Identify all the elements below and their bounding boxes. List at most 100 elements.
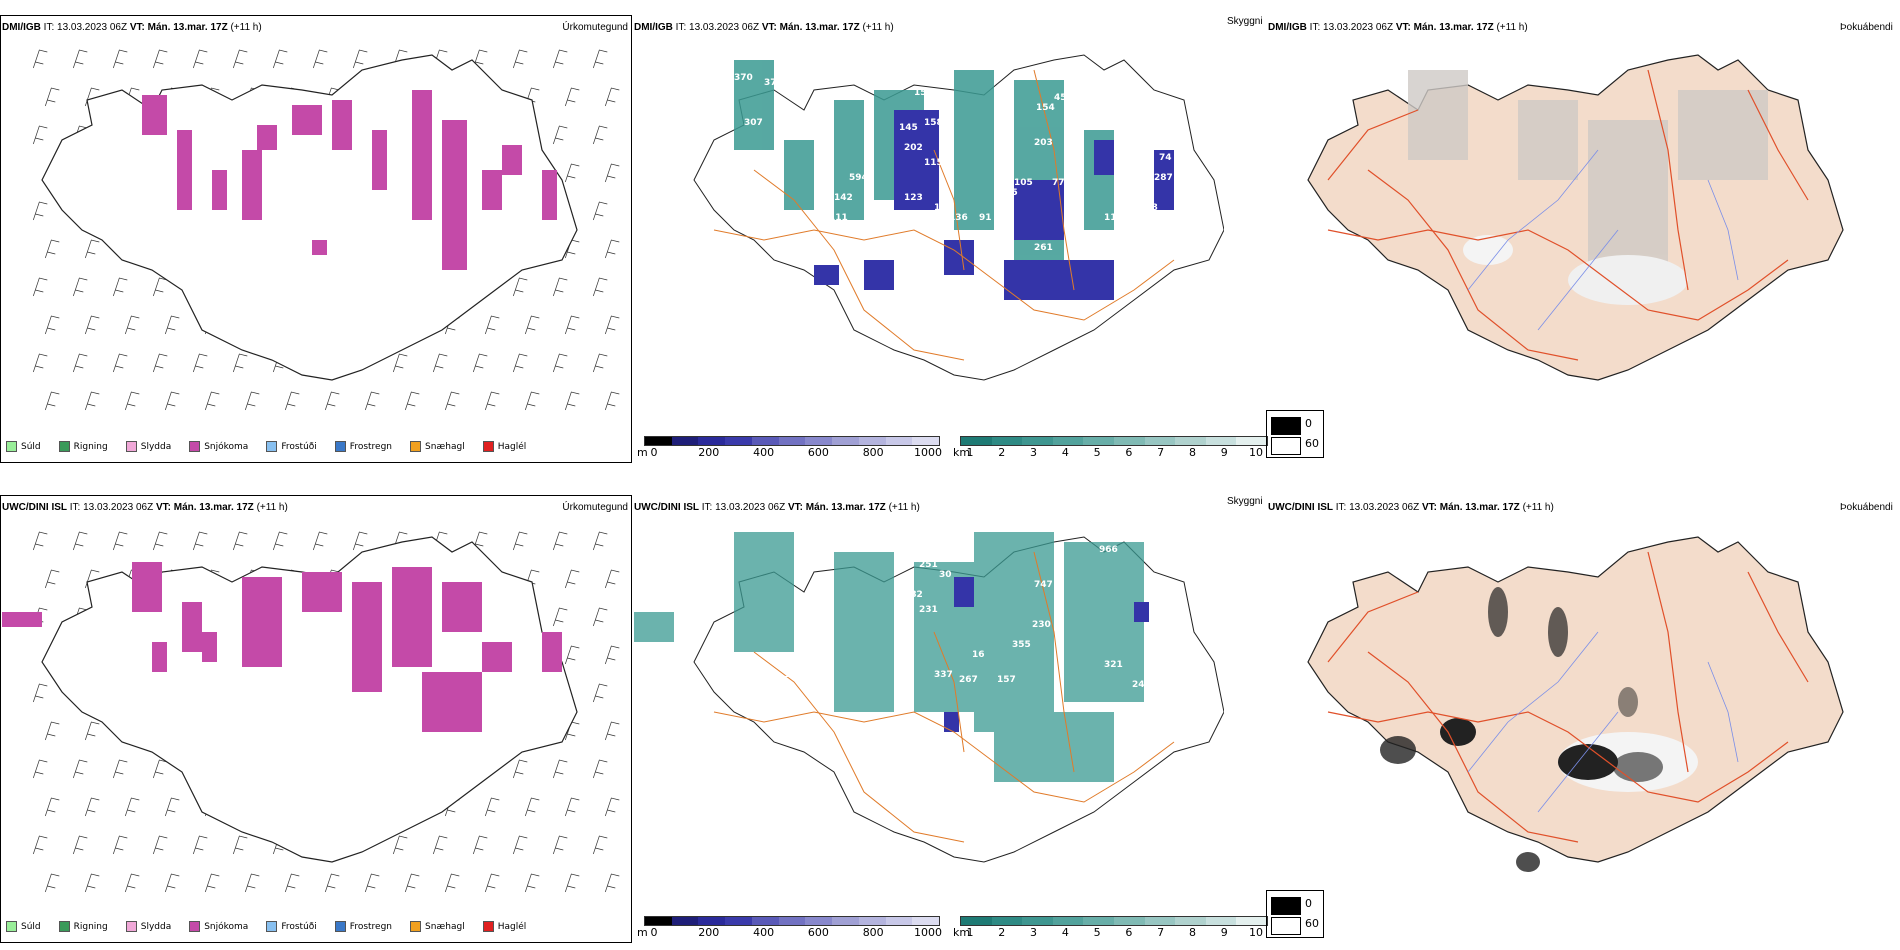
- legend-item: Súld: [6, 921, 41, 932]
- wind-barb: [484, 391, 500, 411]
- legend-swatch: [410, 441, 422, 452]
- panel-precip-type-row1: [0, 12, 632, 464]
- wind-barb: [524, 391, 540, 411]
- rivers: [1467, 631, 1739, 813]
- wind-barb: [112, 759, 128, 779]
- panel-label-fog-row1: Þokuábendi: [1840, 22, 1893, 33]
- legend-label: Súld: [21, 441, 41, 452]
- height-label: 267: [959, 675, 978, 685]
- wind-barb: [32, 531, 48, 551]
- visibility-ticks-row1: km 1 2 3 4 5 6 7 8 9 10: [953, 446, 1266, 460]
- colorbar-step: [1113, 917, 1145, 925]
- wind-barb: [564, 873, 580, 893]
- panel-label-visibility-row1: Skyggni: [1227, 16, 1263, 27]
- wind-barb: [564, 391, 580, 411]
- valid-time: VT: Mán. 13.mar. 17Z: [129, 22, 228, 33]
- wind-barb: [324, 873, 340, 893]
- colorbar-step: [1236, 437, 1267, 445]
- wind-barb: [604, 797, 620, 817]
- wind-barb: [524, 797, 540, 817]
- legend-swatch: [482, 441, 494, 452]
- legend-swatch: [266, 921, 278, 932]
- wind-barb: [232, 49, 248, 69]
- colorbar-step: [961, 437, 992, 445]
- legend-label: Frostregn: [349, 921, 393, 932]
- model-name: UWC/DINI ISL: [2, 502, 67, 513]
- colorbar-step: [912, 437, 940, 445]
- colorbar-step: [805, 437, 833, 445]
- fog-areas: [1408, 70, 1768, 270]
- wind-barb: [284, 873, 300, 893]
- colorbar-unit: m: [637, 446, 648, 459]
- wind-barb: [484, 315, 500, 335]
- colorbar-tick: 5: [1093, 926, 1101, 939]
- height-label: 370: [734, 73, 753, 83]
- fog-swatch-high: [1271, 417, 1301, 435]
- wind-barb: [232, 531, 248, 551]
- wind-barb: [272, 531, 288, 551]
- wind-barb: [124, 873, 140, 893]
- colorbar-step: [725, 917, 752, 925]
- colorbar-step: [778, 437, 806, 445]
- wind-barb: [312, 531, 328, 551]
- fog-index-map-row2: [1307, 536, 1844, 872]
- wind-barb: [592, 835, 608, 855]
- legend-label: Haglél: [497, 441, 527, 452]
- wind-barb: [124, 315, 140, 335]
- colorbar-step: [991, 437, 1023, 445]
- height-label: 105: [1014, 178, 1033, 188]
- fog-index-map-row1: [1307, 54, 1844, 381]
- wind-barb: [564, 645, 580, 665]
- legend-item: Haglél: [482, 921, 526, 932]
- height-label: 202: [904, 143, 923, 153]
- legend-item: Frostregn: [334, 441, 393, 452]
- wind-barb: [592, 125, 608, 145]
- wind-barb: [432, 835, 448, 855]
- colorbar-step: [832, 917, 859, 925]
- legend-swatch: [125, 441, 137, 452]
- colorbar-step: [698, 437, 726, 445]
- wind-barb: [444, 873, 460, 893]
- iceland-outline: [41, 54, 578, 381]
- colorbar-tick: 1: [966, 926, 974, 939]
- lead-time: (+11 h): [862, 22, 894, 33]
- wind-barb: [432, 353, 448, 373]
- colorbar-step: [778, 917, 806, 925]
- panel-label-fog-row2: Þokuábendi: [1840, 502, 1893, 513]
- colorbar-step: [1113, 437, 1145, 445]
- fog-legend-row1: 0 60: [1266, 410, 1324, 458]
- legend-label: Snjókoma: [204, 921, 249, 932]
- wind-barb: [124, 797, 140, 817]
- colorbar-tick: 9: [1220, 926, 1228, 939]
- colorbar-step: [885, 917, 913, 925]
- roads: [1327, 69, 1809, 361]
- valid-time: VT: Mán. 13.mar. 17Z: [1421, 502, 1520, 513]
- legend-label: Rigning: [73, 921, 108, 932]
- init-time: IT: 13.03.2023 06Z: [43, 22, 128, 33]
- height-label: 30: [939, 570, 952, 580]
- wind-barb: [592, 277, 608, 297]
- legend-item: Slydda: [125, 441, 172, 452]
- legend-label: Slydda: [140, 441, 172, 452]
- legend-item: Snæhagl: [410, 441, 465, 452]
- height-label: 452: [1054, 93, 1073, 103]
- cloudbase-ticks-row1: m 0 200 400 600 800 1000: [637, 446, 942, 460]
- colorbar-tick: 1000: [914, 446, 942, 459]
- wind-barb: [204, 391, 220, 411]
- wind-barb: [244, 391, 260, 411]
- precip-type-legend-row2: Súld Rigning Slydda Snjókoma Frostúði Frostre…: [6, 921, 544, 932]
- colorbar-tick: 8: [1188, 446, 1196, 459]
- legend-item: Snjókoma: [189, 441, 248, 452]
- wind-barb: [564, 797, 580, 817]
- wind-barb: [164, 315, 180, 335]
- legend-label: Slydda: [140, 921, 172, 932]
- colorbar-tick: 2: [998, 446, 1006, 459]
- legend-item: Snjókoma: [189, 921, 248, 932]
- colorbar-tick: 200: [698, 446, 720, 459]
- colorbar-step: [1144, 437, 1176, 445]
- colorbar-tick: 400: [753, 446, 775, 459]
- legend-label: Frostregn: [349, 441, 393, 452]
- height-label: 136: [879, 308, 898, 318]
- fog-swatch-high: [1271, 897, 1301, 915]
